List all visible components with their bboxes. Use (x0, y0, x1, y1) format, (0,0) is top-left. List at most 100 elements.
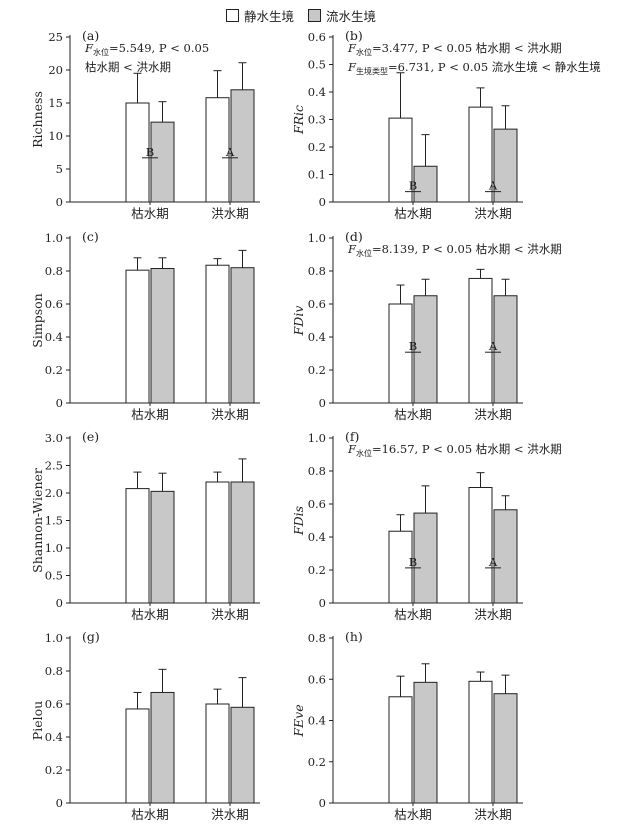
bar-flowing-0 (413, 512, 438, 604)
x-tick-label: 枯水期 (394, 607, 432, 622)
y-tick-label: 0.4 (308, 85, 326, 99)
y-tick-label: 0.5 (45, 569, 63, 583)
chart-panel-e: 0 0.5 1.0 1.5 2.0 2.5 3.0 Shannon-Wiener (e) 枯水期 洪… (30, 429, 260, 622)
legend-label-flowing: 流水生境 (326, 8, 377, 24)
x-tick-label: 枯水期 (394, 206, 432, 221)
bar-still-0 (388, 303, 413, 404)
bar-flowing-0 (413, 295, 438, 404)
chart-panel-a: 0 5 10 15 20 25 Richness (a) 枯水期 洪水期 B A F水位=5.549, … (30, 28, 260, 221)
y-tick-label: 0.6 (45, 297, 63, 311)
y-tick-label: 0.6 (308, 297, 326, 311)
y-tick-label: 0.2 (308, 140, 326, 154)
chart-panel-c: 0 0.2 0.4 0.6 0.8 1.0 Simpson (c) 枯水期 洪水期 (30, 229, 260, 422)
y-tick-label: 0 (319, 396, 326, 410)
bar-flowing-1 (230, 89, 255, 203)
stat-annotation: F水位=5.549, P < 0.05 (84, 41, 209, 57)
y-tick-label: 0.4 (45, 730, 63, 744)
panel-label: (g) (82, 629, 100, 644)
x-tick-label: 洪水期 (211, 607, 249, 622)
y-axis-title: Richness (30, 91, 45, 148)
bar-flowing-1 (493, 693, 518, 804)
y-tick-label: 20 (48, 63, 63, 77)
x-tick-label: 枯水期 (394, 407, 432, 422)
chart-panel-d: 0 0.2 0.4 0.6 0.8 1.0 FDiv (d) 枯水期 洪水期 B A F水位=8.139… (291, 229, 562, 422)
legend: 静水生境 流水生境 (0, 6, 643, 24)
y-tick-label: 0.4 (308, 330, 326, 344)
x-tick-label: 洪水期 (211, 807, 249, 822)
bar-flowing-0 (150, 268, 175, 404)
y-tick-label: 1.0 (308, 431, 326, 445)
panel-label: (e) (82, 429, 99, 444)
y-axis-title: FDiv (291, 306, 306, 337)
y-tick-label: 2.5 (45, 459, 63, 473)
bar-flowing-1 (230, 481, 255, 604)
y-tick-label: 0.8 (45, 664, 63, 678)
y-tick-label: 15 (48, 96, 63, 110)
y-tick-label: 1.5 (45, 514, 63, 528)
y-tick-label: 0.4 (45, 330, 63, 344)
bar-flowing-0 (150, 121, 175, 203)
y-tick-label: 0 (319, 796, 326, 810)
legend-swatch-flowing (308, 8, 321, 22)
bar-flowing-0 (413, 681, 438, 804)
bar-still-1 (205, 264, 230, 404)
y-axis-title: Shannon-Wiener (30, 468, 45, 573)
y-tick-label: 0.5 (308, 58, 326, 72)
panel-label: (b) (345, 28, 363, 43)
bar-still-1 (468, 487, 493, 604)
y-tick-label: 0.8 (308, 631, 326, 645)
significance-letter: A (488, 179, 498, 193)
x-tick-label: 洪水期 (474, 407, 512, 422)
y-tick-label: 0.2 (308, 755, 326, 769)
y-tick-label: 0.6 (45, 697, 63, 711)
significance-letter: B (409, 555, 417, 569)
y-tick-label: 0 (56, 195, 63, 209)
bar-flowing-1 (230, 706, 255, 804)
bar-flowing-1 (493, 128, 518, 203)
stat-annotation: F水位=16.57, P < 0.05 枯水期 < 洪水期 (347, 442, 562, 458)
x-tick-label: 枯水期 (131, 607, 169, 622)
y-axis-title: FDis (291, 506, 306, 536)
significance-letter: B (409, 339, 417, 353)
bar-flowing-1 (230, 267, 255, 404)
y-tick-label: 0.4 (308, 530, 326, 544)
significance-letter: A (488, 339, 498, 353)
significance-letter: A (488, 555, 498, 569)
y-axis-title: Simpson (30, 293, 45, 347)
y-tick-label: 0 (56, 796, 63, 810)
panel-label: (a) (82, 28, 99, 43)
y-tick-label: 0.6 (308, 672, 326, 686)
y-tick-label: 1.0 (45, 631, 63, 645)
y-tick-label: 0.8 (45, 264, 63, 278)
y-tick-label: 0.8 (308, 464, 326, 478)
x-tick-label: 洪水期 (211, 206, 249, 221)
y-tick-label: 0.2 (45, 763, 63, 777)
x-tick-label: 洪水期 (474, 807, 512, 822)
x-tick-label: 枯水期 (131, 807, 169, 822)
y-tick-label: 0.6 (308, 497, 326, 511)
significance-letter: B (409, 179, 417, 193)
y-tick-label: 3.0 (45, 431, 63, 445)
y-tick-label: 1.0 (45, 541, 63, 555)
panel-label: (d) (345, 229, 363, 244)
y-axis-title: FRic (291, 105, 306, 135)
bar-still-1 (468, 680, 493, 804)
bar-still-1 (205, 703, 230, 804)
stat-annotation: 枯水期 < 洪水期 (85, 60, 171, 74)
bar-still-0 (125, 708, 150, 804)
x-tick-label: 洪水期 (474, 607, 512, 622)
y-tick-label: 2.0 (45, 486, 63, 500)
chart-panel-h: 0 0.2 0.4 0.6 0.8 FEve (h) 枯水期 洪水期 (291, 629, 523, 822)
chart-panel-g: 0 0.2 0.4 0.6 0.8 1.0 Pielou (g) 枯水期 洪水期 (30, 629, 260, 822)
bar-flowing-0 (150, 490, 175, 604)
y-axis-title: FEve (291, 704, 306, 737)
y-tick-label: 1.0 (308, 231, 326, 245)
y-tick-label: 1.0 (45, 231, 63, 245)
y-tick-label: 5 (56, 162, 63, 176)
y-tick-label: 0.2 (45, 363, 63, 377)
panel-label: (f) (345, 429, 359, 444)
panel-label: (c) (82, 229, 99, 244)
significance-letter: A (225, 145, 235, 159)
y-tick-label: 0 (56, 396, 63, 410)
